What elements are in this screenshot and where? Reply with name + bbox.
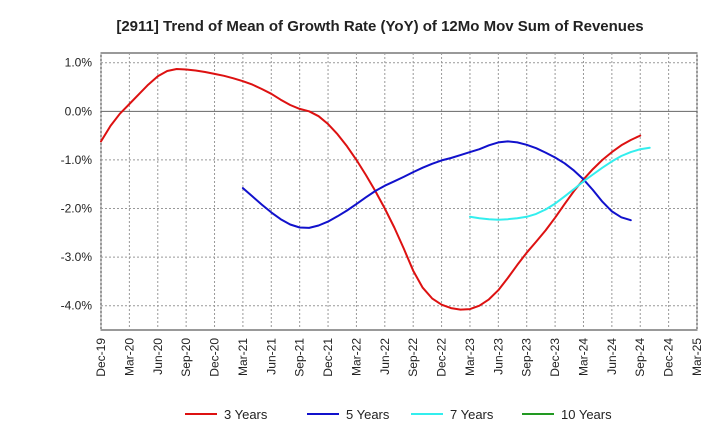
x-tick-label: Dec-24 [662, 338, 676, 377]
x-tick-label: Sep-22 [406, 338, 420, 377]
x-tick-label: Dec-19 [94, 338, 108, 377]
x-tick-label: Jun-24 [605, 338, 619, 375]
x-tick-label: Mar-25 [690, 338, 704, 376]
x-tick-label: Jun-20 [151, 338, 165, 375]
x-tick-label: Jun-23 [491, 338, 505, 375]
legend-label: 5 Years [346, 407, 390, 422]
x-tick-label: Mar-21 [236, 338, 250, 376]
x-tick-label: Mar-20 [122, 338, 136, 376]
y-tick-label: -2.0% [61, 202, 93, 216]
x-tick-label: Mar-24 [576, 338, 590, 376]
x-tick-label: Jun-21 [264, 338, 278, 375]
x-tick-label: Sep-24 [633, 338, 647, 377]
series-line-5-years [241, 140, 632, 229]
x-tick-label: Jun-22 [378, 338, 392, 375]
legend-label: 10 Years [561, 407, 612, 422]
x-tick-label: Mar-22 [349, 338, 363, 376]
x-tick-label: Dec-22 [435, 338, 449, 377]
legend-label: 3 Years [224, 407, 268, 422]
y-tick-label: 1.0% [65, 56, 93, 70]
axis-tick-labels: 1.0% 0.0% -1.0% -2.0% -3.0% -4.0% Dec-19 Mar-20… [61, 56, 704, 377]
x-tick-label: Dec-21 [321, 338, 335, 377]
legend-label: 7 Years [450, 407, 494, 422]
y-tick-label: -3.0% [61, 250, 93, 264]
y-tick-label: -1.0% [61, 153, 93, 167]
x-tick-label: Sep-21 [293, 338, 307, 377]
x-tick-label: Sep-23 [520, 338, 534, 377]
grid-lines [100, 53, 698, 330]
x-tick-label: Sep-20 [179, 338, 193, 377]
series-lines [100, 68, 651, 311]
series-line-3-years [100, 68, 642, 311]
legend: 3 Years 5 Years 7 Years 10 Years [185, 407, 612, 422]
y-tick-label: -4.0% [61, 299, 93, 313]
y-tick-label: 0.0% [65, 104, 93, 118]
x-tick-label: Dec-23 [548, 338, 562, 377]
x-tick-label: Dec-20 [208, 338, 222, 377]
plot-area [100, 52, 698, 331]
x-tick-label: Mar-23 [463, 338, 477, 376]
series-line-7-years [469, 146, 651, 221]
chart-title: [2911] Trend of Mean of Growth Rate (YoY… [116, 18, 643, 35]
